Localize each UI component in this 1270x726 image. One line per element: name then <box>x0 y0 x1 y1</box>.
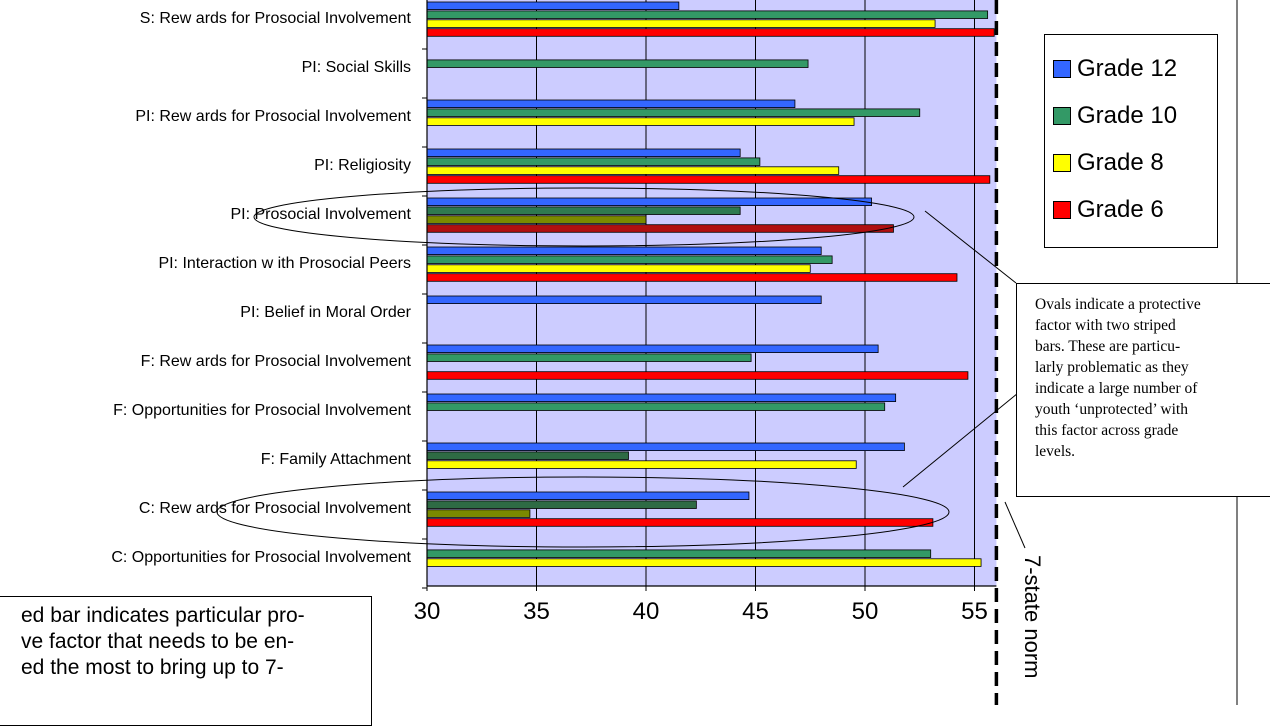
bar-grade-10-8 <box>426 402 886 411</box>
legend-swatch <box>1053 60 1071 78</box>
callout-line: factor with two striped <box>1035 317 1176 334</box>
bar-grade-10-10 <box>426 500 697 509</box>
bar-grade-12-3 <box>426 148 741 157</box>
oval-prosocial-involvement <box>253 187 915 247</box>
callout-pointer-top <box>924 210 1017 284</box>
bar-grade-12-5 <box>426 246 822 255</box>
legend-label: Grade 6 <box>1077 196 1164 223</box>
bar-grade-8-3 <box>426 166 840 175</box>
bar-grade-12-9 <box>426 442 905 451</box>
callout-line: indicate a large number of <box>1035 380 1198 397</box>
bar-grade-8-5 <box>426 264 811 273</box>
bar-grade-10-5 <box>426 255 833 264</box>
bar-grade-10-0 <box>426 10 989 19</box>
x-tick-label-55: 55 <box>961 598 988 625</box>
legend-label: Grade 10 <box>1077 102 1178 129</box>
note-line: ed bar indicates particular pro- <box>21 604 305 627</box>
bar-grade-12-6 <box>426 295 822 304</box>
callout-line: this factor across grade <box>1035 422 1179 439</box>
callout-line: larly problematic as they <box>1035 359 1189 376</box>
legend-label: Grade 12 <box>1077 55 1178 82</box>
legend-swatch <box>1053 107 1071 125</box>
category-label: F: Family Attachment <box>261 451 412 468</box>
x-tick-label-35: 35 <box>523 598 550 625</box>
callout-line: levels. <box>1035 443 1076 460</box>
bar-grade-10-9 <box>426 451 629 460</box>
x-tick-label-30: 30 <box>414 598 441 625</box>
callout-line: Ovals indicate a protective <box>1035 296 1201 313</box>
bar-grade-10-4 <box>426 206 741 215</box>
bar-chart: S: Rew ards for Prosocial Involvement PI:… <box>111 0 1238 705</box>
bar-grade-6-0 <box>426 28 995 37</box>
legend-item: Grade 12 <box>1053 51 1177 87</box>
x-tick-label-40: 40 <box>633 598 660 625</box>
legend-swatch <box>1053 154 1071 172</box>
callout-line: bars. These are particu- <box>1035 338 1181 355</box>
norm-line-label: 7-state norm <box>1019 555 1049 705</box>
category-label: PI: Social Skills <box>302 59 411 76</box>
x-tick-label-45: 45 <box>742 598 769 625</box>
category-label: C: Opportunities for Prosocial Involveme… <box>111 549 411 566</box>
category-label: PI: Interaction w ith Prosocial Peers <box>158 255 411 272</box>
bar-grade-10-3 <box>426 157 761 166</box>
bar-grade-12-0 <box>426 1 680 10</box>
bar-grade-10-7 <box>426 353 752 362</box>
note-line: ve factor that needs to be en- <box>21 630 295 653</box>
bar-grade-12-10 <box>426 491 750 500</box>
bar-grade-10-11 <box>426 549 932 558</box>
category-label: PI: Belief in Moral Order <box>240 304 411 321</box>
bar-grade-12-2 <box>426 99 796 108</box>
category-label: S: Rew ards for Prosocial Involvement <box>140 10 412 27</box>
bar-grade-8-2 <box>426 117 855 126</box>
plot-area <box>427 0 997 586</box>
norm-label-pointer <box>1004 501 1026 549</box>
bar-grade-10-1 <box>426 59 809 68</box>
category-label: F: Opportunities for Prosocial Involveme… <box>113 402 411 419</box>
legend-item: Grade 8 <box>1053 145 1164 181</box>
bar-grade-12-4 <box>426 197 872 206</box>
norm-label-text: 7-state norm <box>1020 555 1045 679</box>
category-label: C: Rew ards for Prosocial Involvement <box>139 500 412 517</box>
category-label: PI: Religiosity <box>314 157 411 174</box>
bar-grade-12-8 <box>426 393 897 402</box>
callout-line: youth ‘unprotected’ with <box>1035 401 1188 418</box>
bar-grade-8-0 <box>426 19 936 28</box>
oval-community-rewards <box>216 476 950 548</box>
bar-grade-12-7 <box>426 344 879 353</box>
bar-grade-6-7 <box>426 371 969 380</box>
bar-grade-6-4 <box>426 224 894 233</box>
note-line: ed the most to bring up to 7- <box>21 656 284 679</box>
bar-grade-8-10 <box>426 509 531 518</box>
bar-grade-8-4 <box>426 215 647 224</box>
x-tick-label-50: 50 <box>852 598 879 625</box>
oval-explanation-callout: Ovals indicate a protective factor with t… <box>1016 283 1270 497</box>
legend-swatch <box>1053 201 1071 219</box>
bar-grade-6-10 <box>426 518 934 527</box>
callout-pointer-bottom <box>902 379 1035 488</box>
legend-item: Grade 10 <box>1053 98 1177 134</box>
legend-item: Grade 6 <box>1053 192 1164 228</box>
bar-grade-8-9 <box>426 460 857 469</box>
bar-grade-10-2 <box>426 108 921 117</box>
category-label: PI: Prosocial Involvement <box>230 206 411 223</box>
category-label: PI: Rew ards for Prosocial Involvement <box>135 108 411 125</box>
legend: Grade 12 Grade 10 Grade 8 Grade 6 <box>1044 34 1218 248</box>
bar-grade-6-5 <box>426 273 958 282</box>
bar-grade-8-11 <box>426 558 982 567</box>
bar-grade-6-3 <box>426 175 991 184</box>
legend-label: Grade 8 <box>1077 149 1164 176</box>
striped-bar-note: ed bar indicates particular pro-ve facto… <box>0 596 372 726</box>
category-label: F: Rew ards for Prosocial Involvement <box>141 353 412 370</box>
